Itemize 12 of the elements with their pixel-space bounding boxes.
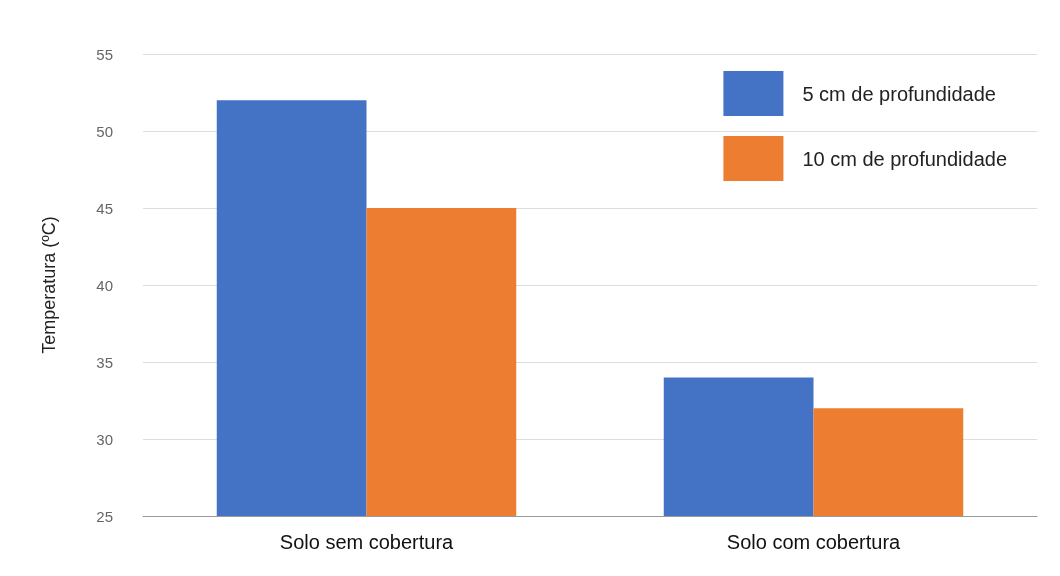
y-tick-label: 30 [96,430,113,448]
y-tick-label: 55 [96,45,113,63]
y-tick-label: 35 [96,353,113,371]
x-tick-label: Solo sem cobertura [279,531,455,553]
y-tick-label: 45 [96,199,113,217]
legend-label: 5 cm de profundidade [802,82,996,105]
x-tick-label: Solo com cobertura [726,531,902,553]
y-tick-label: 40 [96,276,113,294]
y-tick-label: 50 [96,122,113,140]
y-tick-label: 25 [96,507,113,525]
y-axis-title: Temperatura (ºC) [39,216,59,354]
legend-label: 10 cm de profundidade [802,147,1007,170]
